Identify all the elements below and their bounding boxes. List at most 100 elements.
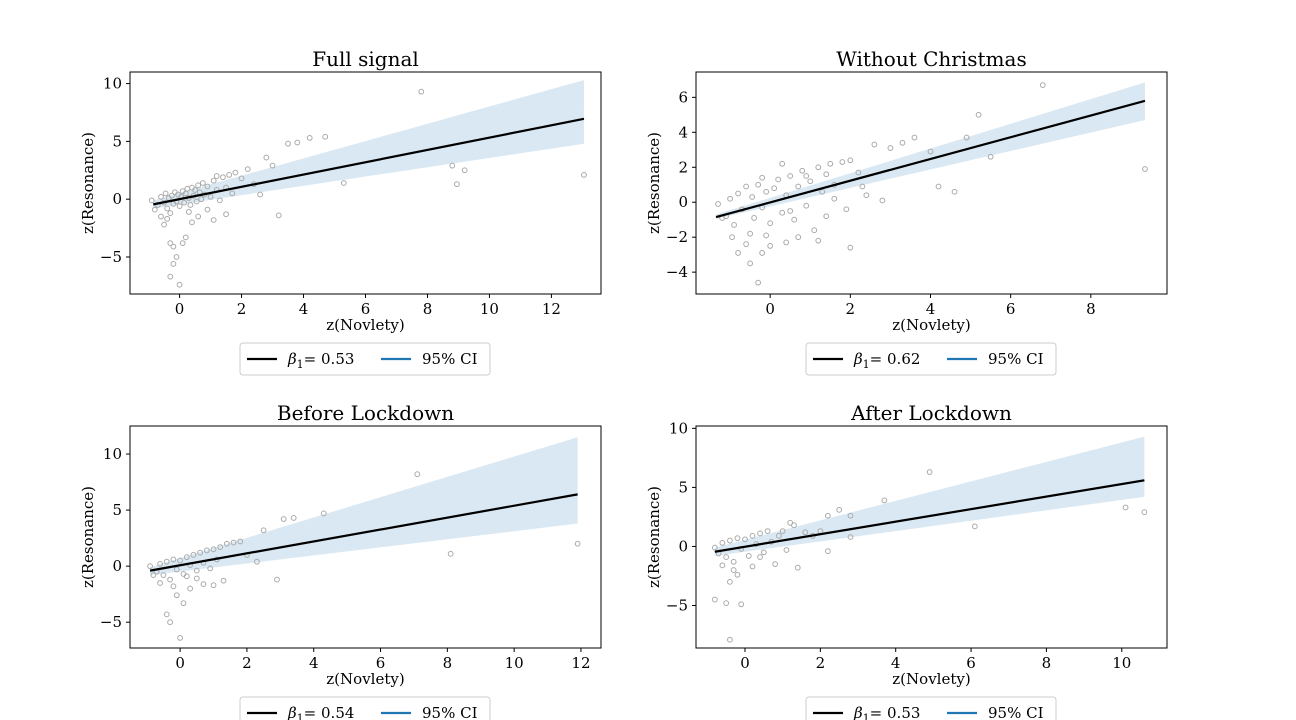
data-point	[824, 548, 831, 555]
legend: β1= 0.53 95% CI	[805, 696, 1057, 720]
chart-panel-2: 0 2 4 6 8 −4 −2 0 2 4 6 Without Christmas z(Novlety)…	[645, 47, 1168, 376]
axes-frame	[695, 425, 1168, 649]
data-point	[899, 139, 906, 146]
data-point	[197, 549, 204, 556]
data-point	[220, 174, 226, 181]
x-tick-label: 4	[891, 654, 901, 672]
data-point	[181, 199, 188, 206]
data-point	[167, 273, 174, 280]
legend-ci-label: 95% CI	[988, 350, 1044, 368]
chart-title: Before Lockdown	[277, 401, 454, 425]
data-point	[177, 557, 184, 564]
data-point	[879, 197, 886, 204]
data-point	[173, 592, 180, 599]
chart-title: Without Christmas	[836, 47, 1026, 71]
data-point	[730, 558, 737, 565]
data-point	[230, 539, 237, 546]
data-point	[1142, 166, 1148, 172]
data-point	[195, 213, 202, 220]
data-point	[742, 536, 748, 543]
data-point	[454, 181, 460, 188]
data-point	[755, 279, 762, 286]
data-point	[195, 182, 202, 189]
data-point	[190, 552, 197, 558]
x-tick-label: 10	[505, 654, 524, 672]
x-axis-label: z(Novlety)	[892, 316, 970, 334]
data-point	[170, 556, 177, 563]
data-point	[791, 216, 798, 223]
x-tick-label: 8	[1042, 654, 1052, 672]
data-point	[280, 516, 287, 522]
data-point	[238, 175, 245, 182]
data-point	[719, 562, 726, 569]
y-tick-label: 0	[678, 537, 688, 555]
data-point	[193, 198, 200, 205]
legend-box	[805, 342, 1057, 376]
ci-band	[150, 437, 578, 576]
legend-beta-label: β1= 0.53	[287, 350, 354, 371]
y-tick-label: −2	[666, 228, 688, 246]
data-point	[158, 193, 164, 200]
x-tick-label: 8	[1086, 300, 1096, 318]
data-point	[185, 209, 192, 215]
data-point	[775, 176, 782, 183]
chart-title: Full signal	[312, 47, 419, 71]
data-point	[290, 515, 297, 521]
legend-ci-label: 95% CI	[422, 350, 478, 368]
data-point	[244, 166, 251, 173]
data-point	[210, 177, 217, 184]
ci-band	[716, 82, 1145, 219]
data-point	[199, 180, 206, 186]
data-point	[757, 554, 763, 560]
data-point	[824, 512, 831, 519]
scatter-points	[711, 469, 1148, 643]
x-tick-label: 6	[376, 654, 386, 672]
data-point	[322, 133, 329, 140]
data-point	[729, 234, 735, 241]
data-point	[187, 585, 194, 592]
x-tick-label: 0	[175, 654, 185, 672]
data-point	[164, 215, 171, 222]
legend-box	[805, 696, 1057, 720]
regression-line	[715, 99, 1146, 219]
y-tick-label: 0	[112, 557, 122, 575]
x-tick-label: 4	[309, 654, 319, 672]
data-point	[847, 157, 854, 164]
legend: β1= 0.54 95% CI	[239, 696, 491, 720]
data-point	[180, 600, 187, 607]
legend: β1= 0.62 95% CI	[805, 342, 1057, 376]
data-point	[871, 141, 878, 148]
data-point	[163, 558, 170, 565]
data-point	[715, 201, 721, 207]
y-axis-label: z(Resonance)	[645, 132, 663, 234]
data-point	[294, 139, 301, 146]
chart-panel-3: 0 2 4 6 8 10 12 −5 0 5 10 Before Lockdown z(Novlety)…	[79, 401, 602, 720]
data-point	[269, 162, 276, 169]
data-point	[711, 596, 718, 603]
data-point	[763, 232, 770, 239]
data-point	[802, 529, 809, 536]
chart-title: After Lockdown	[850, 401, 1012, 425]
data-point	[193, 567, 200, 574]
data-point	[927, 148, 934, 155]
data-point	[823, 213, 830, 220]
x-tick-label: 2	[237, 300, 247, 318]
x-tick-label: 4	[299, 300, 309, 318]
data-point	[176, 203, 183, 210]
data-point	[340, 180, 347, 186]
x-tick-label: 2	[242, 654, 252, 672]
y-tick-label: 5	[112, 501, 122, 519]
x-tick-label: 12	[542, 300, 561, 318]
data-point	[763, 188, 770, 195]
data-point	[935, 183, 942, 190]
data-point	[859, 183, 866, 190]
data-point	[727, 636, 733, 643]
data-point	[975, 111, 982, 118]
data-point	[787, 173, 794, 179]
regression-line	[153, 117, 585, 206]
data-point	[162, 190, 169, 197]
data-point	[1122, 504, 1129, 511]
data-point	[779, 209, 786, 216]
data-point	[198, 196, 205, 203]
data-point	[179, 240, 186, 247]
